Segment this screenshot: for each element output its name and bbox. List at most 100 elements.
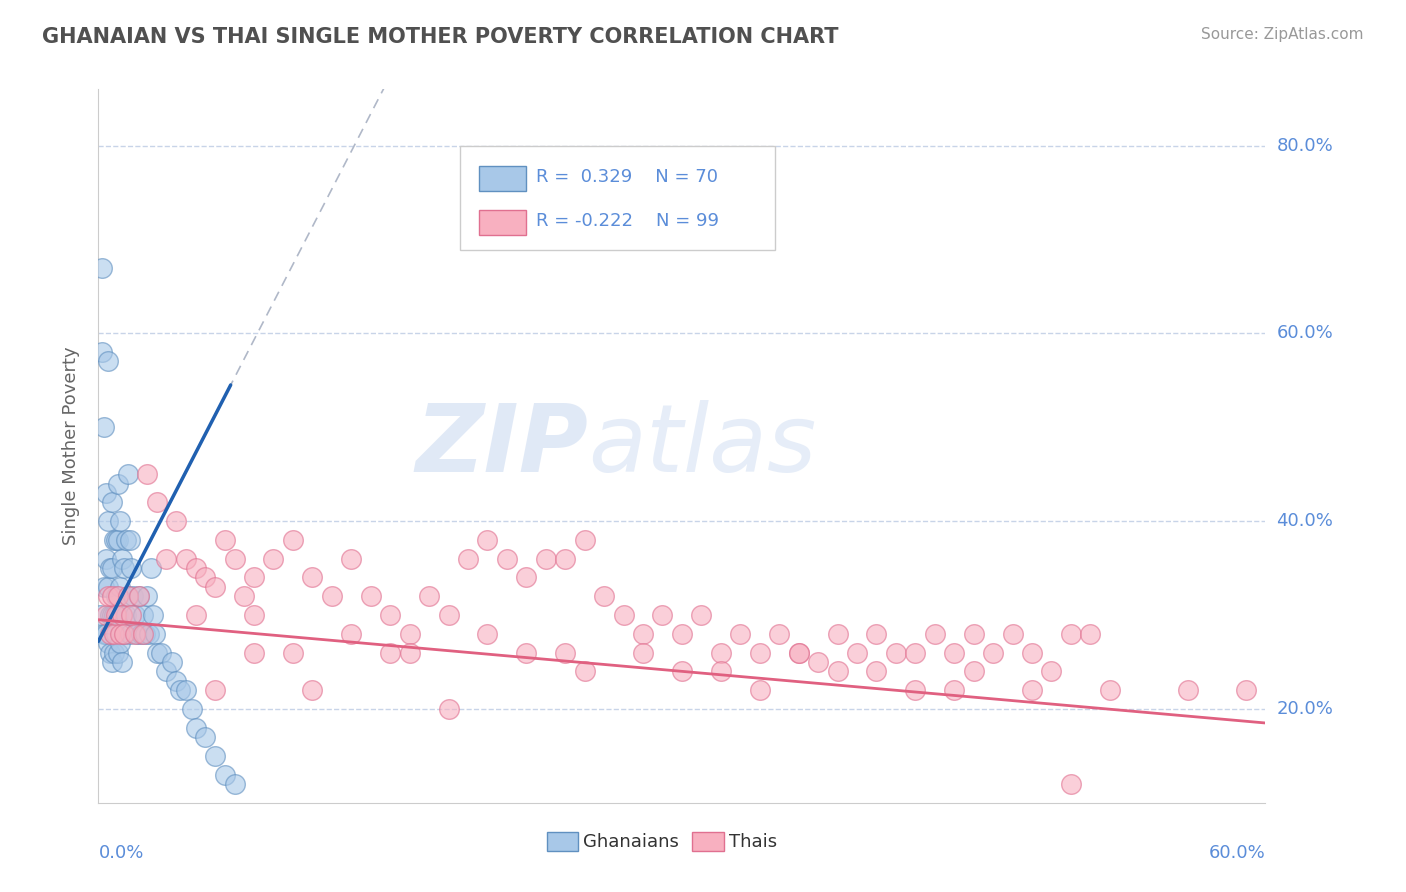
Point — [651, 607, 673, 622]
Point — [96, 627, 118, 641]
Point — [117, 589, 139, 603]
Point — [204, 748, 226, 763]
Text: Ghanaians: Ghanaians — [582, 833, 679, 851]
Text: 80.0%: 80.0% — [1277, 136, 1333, 154]
Point — [534, 551, 557, 566]
Point — [96, 551, 118, 566]
Point — [962, 665, 984, 679]
Point — [924, 627, 946, 641]
Point — [107, 646, 129, 660]
Point — [554, 551, 576, 566]
Point — [380, 646, 402, 660]
Point — [96, 486, 118, 500]
Point — [143, 627, 166, 641]
Point — [1234, 683, 1257, 698]
Point — [194, 730, 217, 744]
Point — [155, 665, 177, 679]
Point — [224, 551, 246, 566]
Point — [112, 627, 135, 641]
Text: GHANAIAN VS THAI SINGLE MOTHER POVERTY CORRELATION CHART: GHANAIAN VS THAI SINGLE MOTHER POVERTY C… — [42, 27, 839, 46]
Point — [104, 589, 127, 603]
Point — [129, 627, 152, 641]
Point — [103, 627, 125, 641]
Point — [98, 607, 121, 622]
Point — [496, 551, 519, 566]
Point — [477, 533, 499, 547]
Point — [865, 627, 887, 641]
Point — [243, 646, 266, 660]
Point — [104, 533, 127, 547]
FancyBboxPatch shape — [460, 146, 775, 250]
Point — [96, 607, 118, 622]
Point — [301, 570, 323, 584]
Point — [340, 551, 363, 566]
Point — [827, 627, 849, 641]
Point — [108, 636, 131, 650]
Point — [138, 627, 160, 641]
Point — [117, 467, 139, 482]
Point — [117, 589, 139, 603]
Text: R = -0.222    N = 99: R = -0.222 N = 99 — [536, 212, 718, 230]
Point — [128, 589, 150, 603]
Text: ZIP: ZIP — [416, 400, 589, 492]
Point — [180, 702, 202, 716]
Point — [748, 646, 770, 660]
Point — [124, 627, 146, 641]
Point — [103, 646, 125, 660]
Point — [134, 627, 156, 641]
FancyBboxPatch shape — [692, 832, 724, 851]
Point — [1080, 627, 1102, 641]
Point — [1040, 665, 1063, 679]
Point — [554, 646, 576, 660]
Point — [107, 589, 129, 603]
Point — [807, 655, 830, 669]
Point — [360, 589, 382, 603]
Point — [418, 589, 440, 603]
Point — [91, 260, 114, 275]
Point — [233, 589, 256, 603]
Point — [1021, 646, 1043, 660]
Point — [174, 551, 197, 566]
Text: 60.0%: 60.0% — [1209, 845, 1265, 863]
Point — [515, 570, 537, 584]
Point — [132, 627, 155, 641]
Point — [97, 589, 120, 603]
Point — [1060, 777, 1083, 791]
Text: atlas: atlas — [589, 401, 817, 491]
Point — [214, 533, 236, 547]
Point — [184, 721, 207, 735]
FancyBboxPatch shape — [547, 832, 578, 851]
Point — [787, 646, 810, 660]
Point — [827, 665, 849, 679]
Point — [114, 607, 136, 622]
Point — [155, 551, 177, 566]
Point — [146, 495, 169, 509]
Point — [124, 607, 146, 622]
Point — [1021, 683, 1043, 698]
Text: 40.0%: 40.0% — [1277, 512, 1333, 530]
Point — [128, 589, 150, 603]
Point — [214, 767, 236, 781]
Point — [515, 646, 537, 660]
Point — [89, 607, 111, 622]
Point — [398, 646, 420, 660]
Point — [631, 627, 654, 641]
Point — [121, 561, 143, 575]
Point — [943, 683, 966, 698]
Point — [97, 636, 120, 650]
Point — [139, 561, 162, 575]
Point — [671, 665, 693, 679]
Point — [613, 607, 636, 622]
Point — [631, 646, 654, 660]
Point — [194, 570, 217, 584]
Point — [865, 665, 887, 679]
Point — [904, 683, 927, 698]
Point — [103, 607, 125, 622]
Point — [262, 551, 284, 566]
Point — [114, 533, 136, 547]
Point — [904, 646, 927, 660]
Point — [101, 589, 124, 603]
Point — [108, 514, 131, 528]
Point — [91, 345, 114, 359]
Point — [93, 580, 115, 594]
